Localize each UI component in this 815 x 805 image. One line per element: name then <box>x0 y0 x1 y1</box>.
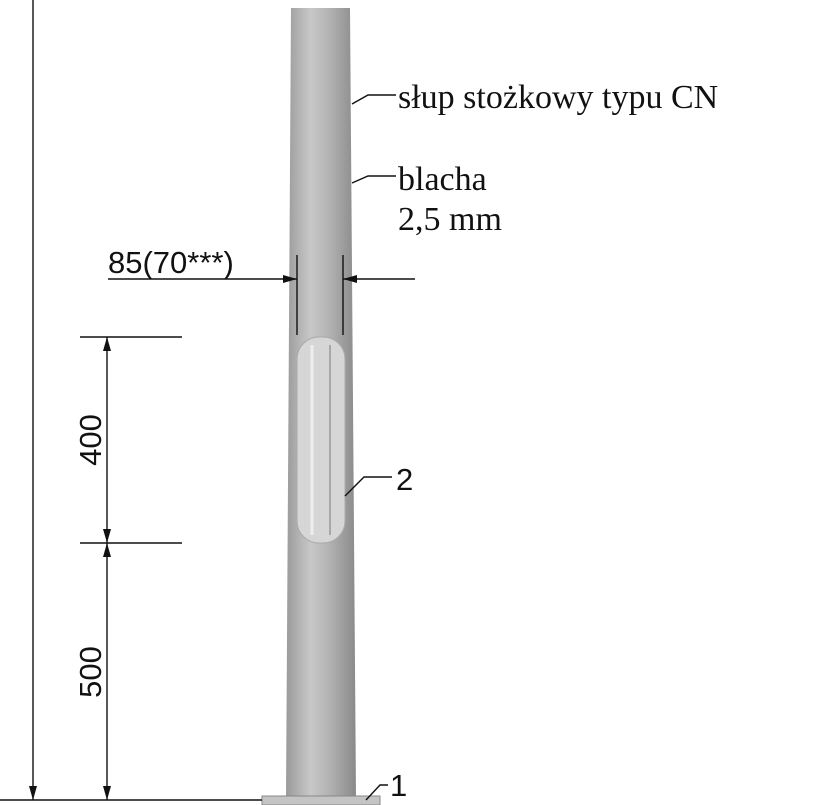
dimension-label: 500 <box>73 646 108 698</box>
callout: 2 <box>396 462 413 497</box>
leader <box>352 176 396 183</box>
callout: 2,5 mm <box>398 201 502 238</box>
diagram: 400 500 85(70***) słup stożkowy typu CN … <box>0 0 815 805</box>
door <box>297 337 345 543</box>
callout: 1 <box>390 768 407 803</box>
dimension-label: 85(70***) <box>108 245 234 280</box>
base-plate <box>262 796 380 805</box>
callout: słup stożkowy typu CN <box>398 79 718 116</box>
dimension-label: 400 <box>73 414 108 466</box>
leader <box>352 95 396 104</box>
page: {"labels": {"pole": "słup stożkowy typu … <box>0 0 815 805</box>
callout: blacha <box>398 161 487 198</box>
